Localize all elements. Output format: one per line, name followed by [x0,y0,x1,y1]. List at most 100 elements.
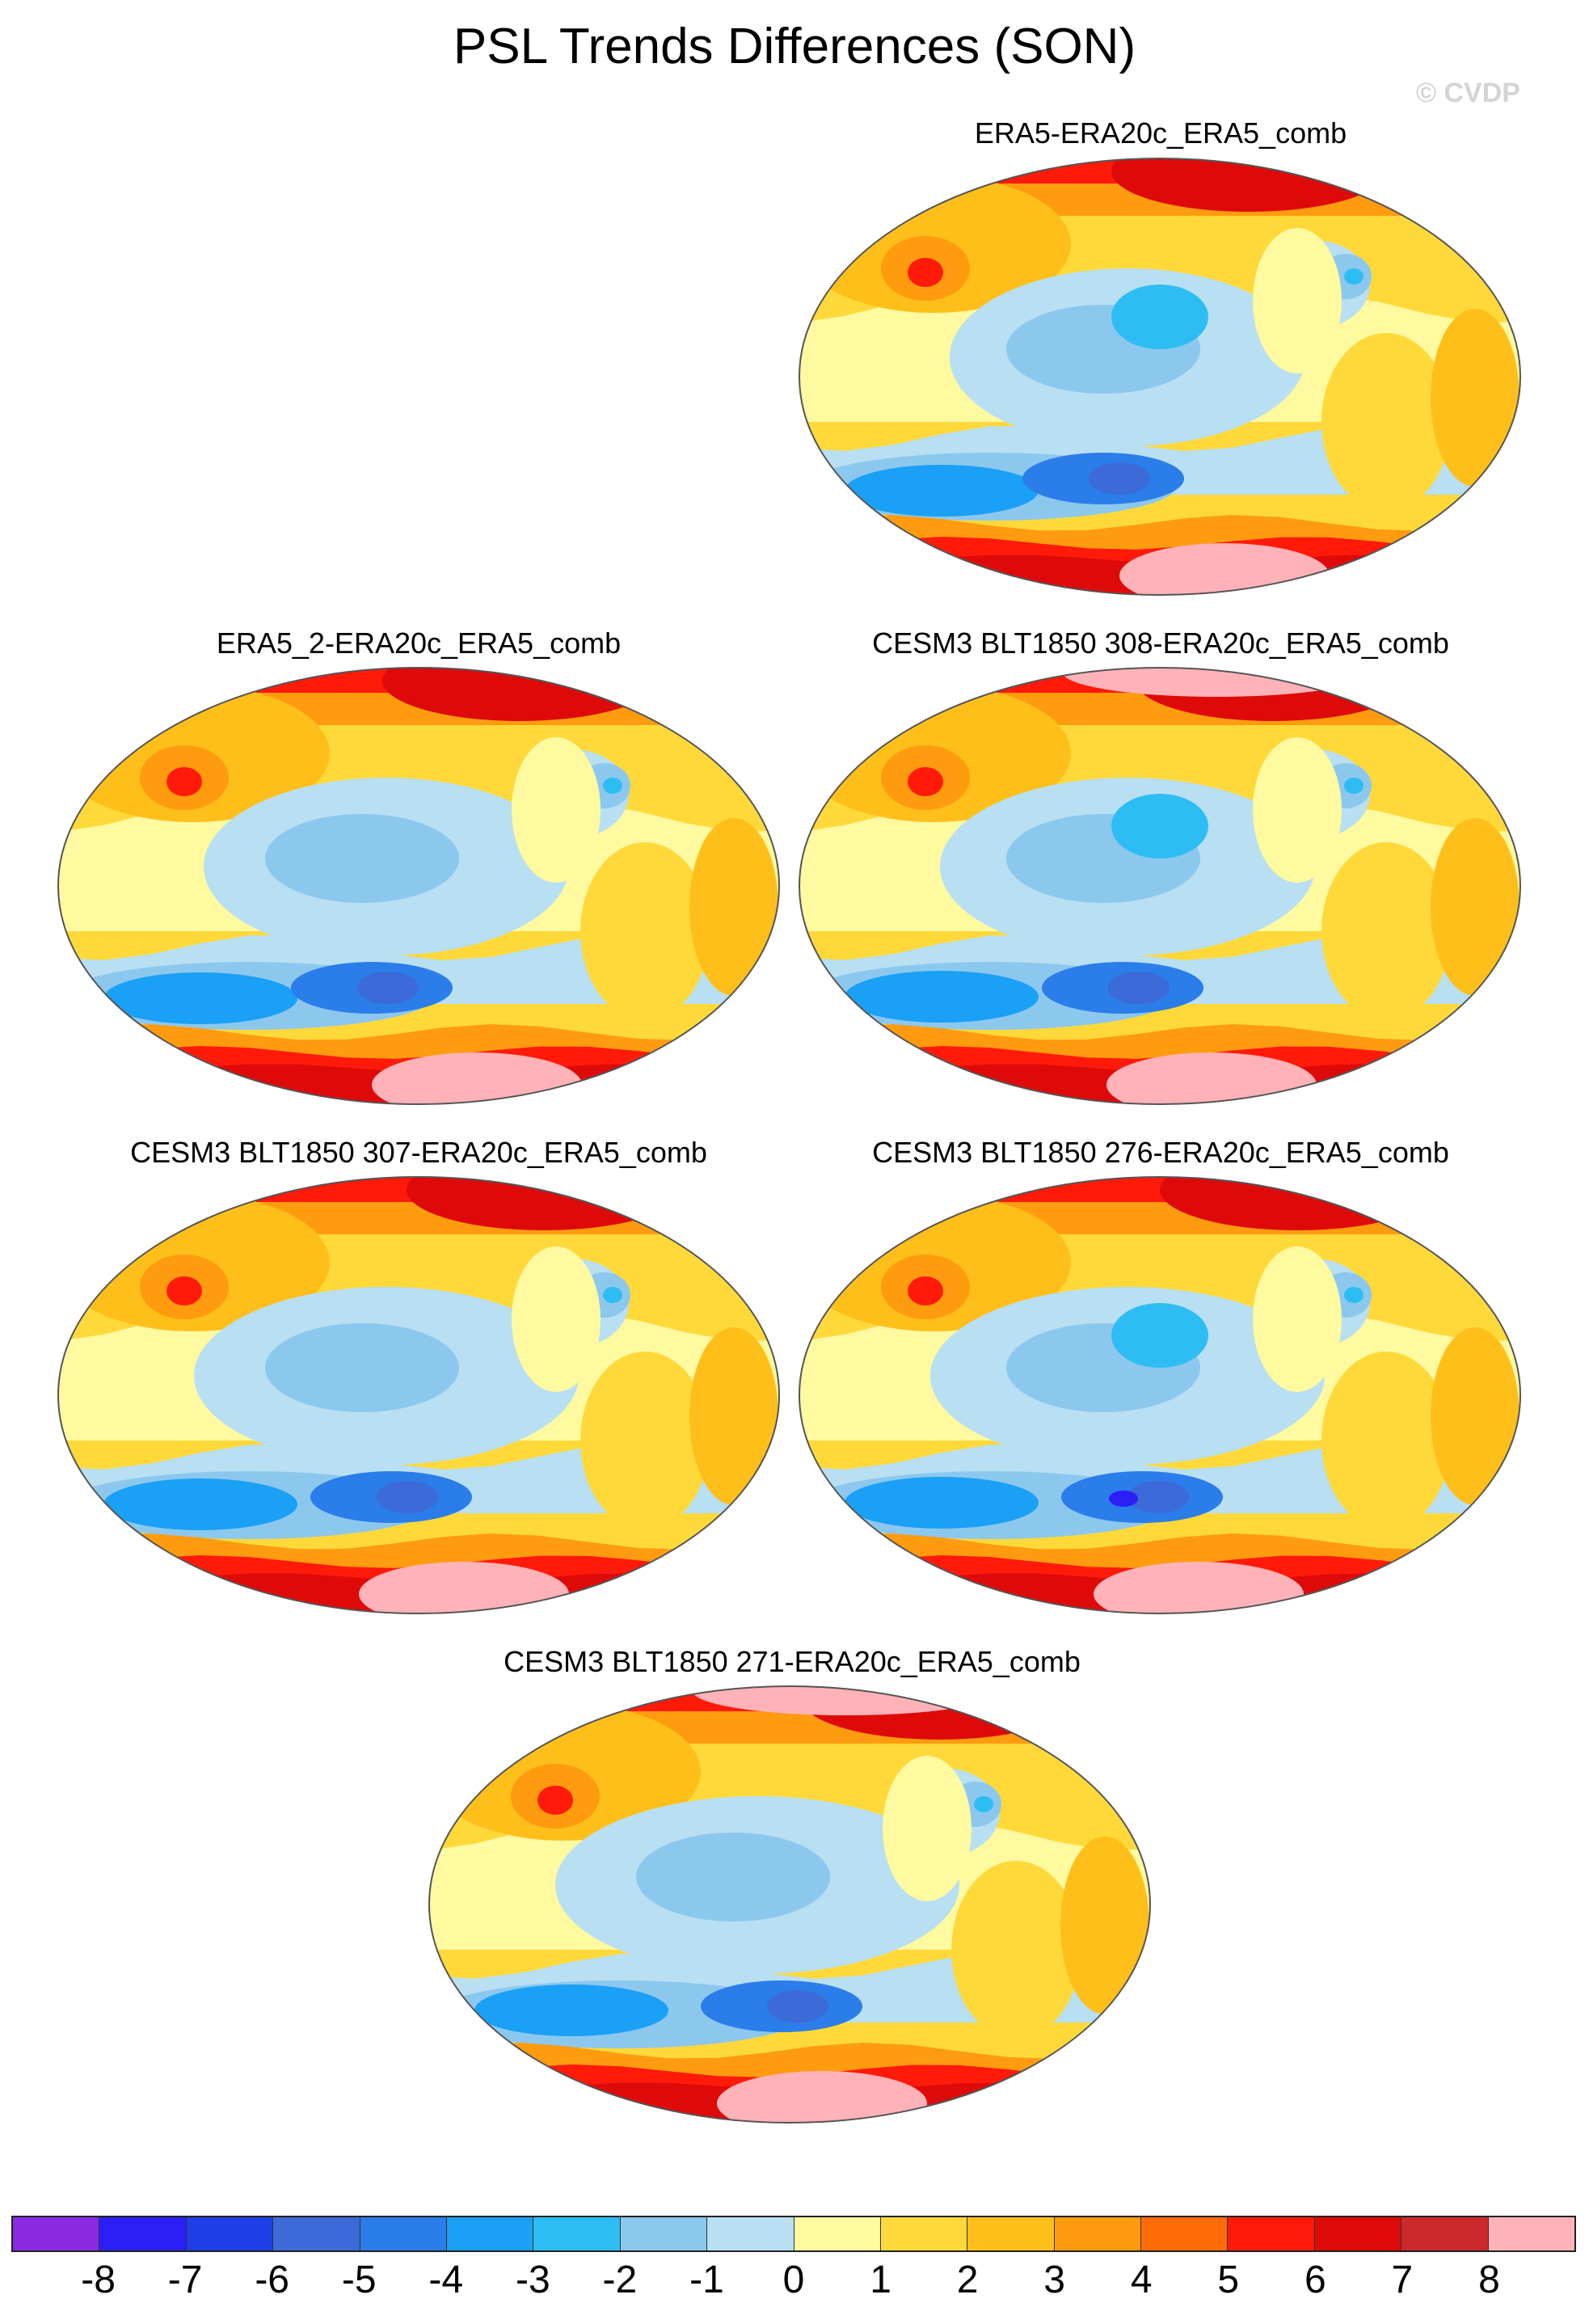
pacific-deep-blue [1111,1303,1208,1368]
colorbar-swatch [99,2217,187,2250]
colorbar-tick-label: 6 [1304,2259,1326,2301]
colorbar-tick-label: -2 [602,2259,638,2301]
colorbar-labels: -8 -7 -6 -5 -4 -3 -2 -1 0 1 2 3 4 5 6 7 8 [11,2258,1576,2306]
north-america [512,1246,601,1392]
arctic-pink [693,1686,1000,1715]
map-panel-4 [55,1174,782,1617]
north-america [883,1756,972,1901]
colorbar-swatch [967,2217,1055,2250]
atlantic-core [974,1796,993,1812]
map-outline [428,1685,1151,2124]
map-svg [428,1685,1151,2124]
colorbar-tick-label: -7 [167,2259,203,2301]
africa-east [1431,1327,1519,1505]
colorbar-tick-label: -4 [428,2259,464,2301]
map-panel-2 [55,664,782,1107]
southern-core-blue [767,1990,828,2022]
south-america [1321,842,1451,1020]
map-svg [57,1176,780,1614]
africa-east [689,818,778,996]
map-outline [57,667,780,1105]
colorbar-tick-label: 3 [1043,2259,1066,2301]
tibet-red [166,1276,202,1305]
atlantic-core [1344,778,1364,794]
southern-mid-blue [845,465,1039,517]
pacific-blue [265,814,459,903]
map-svg [799,158,1521,596]
colorbar-swatch [360,2217,447,2250]
panel-title-4: CESM3 BLT1850 307-ERA20c_ERA5_comb [130,1136,707,1169]
southern-core-blue [357,972,419,1004]
arctic-pink [1063,668,1370,697]
colorbar-swatch [1314,2217,1402,2250]
southern-core-blue [1127,1481,1189,1513]
arctic-dark-red [1111,158,1386,212]
arctic-red [799,1177,1520,1202]
colorbar-tick-label: 5 [1217,2259,1240,2301]
south-america [1321,1352,1451,1529]
map-outline [57,1176,780,1614]
colorbar-tick-label: 1 [870,2259,891,2301]
panel-title-1: ERA5-ERA20c_ERA5_comb [974,116,1347,150]
map-outline [799,667,1521,1105]
colorbar-swatch [1054,2217,1142,2250]
colorbar-swatch [446,2217,534,2250]
north-america [1253,228,1342,373]
panel-title-5: CESM3 BLT1850 276-ERA20c_ERA5_comb [872,1136,1449,1169]
africa-east [1060,1837,1149,2014]
tibet-red [908,1276,943,1305]
south-america [1321,333,1451,511]
colorbar-swatch [620,2217,708,2250]
colorbar-tick-label: 7 [1391,2259,1414,2301]
pacific-blue [636,1833,830,1921]
colorbar-tick-label: -1 [689,2259,724,2301]
south-america [580,842,710,1020]
tibet-red [908,767,943,796]
colorbar-tick-label: 8 [1478,2259,1500,2301]
africa-east [689,1327,778,1505]
atlantic-core [603,1287,622,1303]
colorbar-tick-label: -5 [341,2259,377,2301]
tibet-red [537,1786,573,1815]
colorbar-swatch [707,2217,794,2250]
map-panel-6 [426,1683,1153,2126]
southern-core-blue [377,1481,438,1513]
southern-mid-blue [103,1478,297,1530]
colorbar-swatch [794,2217,881,2250]
colorbar-swatch [1141,2217,1229,2250]
colorbar-swatch [1488,2217,1575,2250]
colorbar-tick-label: -8 [81,2259,116,2301]
atlantic-core [1344,268,1364,285]
colorbar-tick-label: -3 [515,2259,550,2301]
africa-east [1431,309,1519,487]
southern-core-blue [1108,972,1170,1004]
southern-mid-blue [845,971,1039,1023]
pacific-blue [265,1323,459,1412]
pacific-deep-blue [1111,285,1208,349]
colorbar-tick-label: 0 [782,2259,805,2301]
southern-mid-blue [474,1984,668,2036]
map-panel-5 [796,1174,1524,1617]
map-panel-1 [796,155,1524,598]
watermark: © CVDP [1416,78,1520,108]
tibet-red [908,258,943,287]
figure-title: PSL Trends Differences (SON) [453,19,1136,74]
panel-title-2: ERA5_2-ERA20c_ERA5_comb [216,626,622,660]
colorbar-swatch [1228,2217,1315,2250]
colorbar-tick-label: -6 [255,2259,289,2301]
colorbar-swatch [880,2217,968,2250]
colorbar-swatch [186,2217,274,2250]
north-america [512,737,601,883]
colorbar-swatch [273,2217,360,2250]
colorbar-tick-label: 4 [1130,2259,1153,2301]
southern-core-blue [1089,462,1150,495]
southern-mid-blue [103,972,297,1024]
southern-mid-blue [845,1477,1039,1529]
southern-darkest-blue [1109,1491,1138,1507]
colorbar-swatch [1401,2217,1489,2250]
pacific-deep-blue [1111,794,1208,858]
map-outline [799,1176,1521,1614]
north-america [1253,1246,1342,1392]
map-outline [799,158,1521,596]
colorbar [11,2216,1576,2252]
